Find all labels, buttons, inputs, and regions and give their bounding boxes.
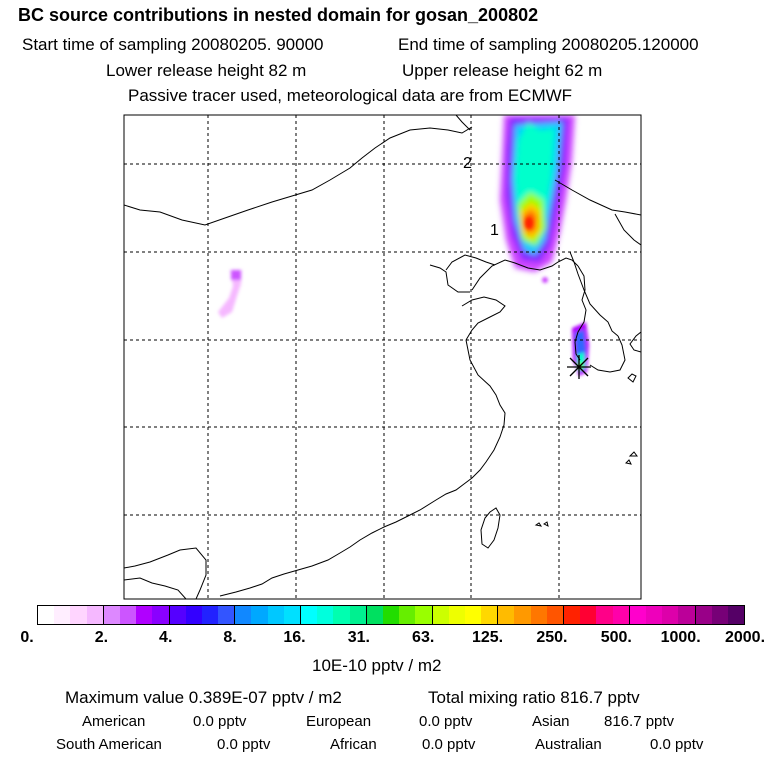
colorbar-tick-label: 500. xyxy=(600,629,632,646)
grid-label-1: 1 xyxy=(490,222,499,239)
colorbar-tick-label: 0. xyxy=(20,629,34,646)
colorbar-tick-label: 250. xyxy=(536,629,568,646)
colorbar-segment xyxy=(152,606,170,624)
colorbar-segment xyxy=(283,606,301,624)
australian-value: 0.0 pptv xyxy=(650,736,704,753)
colorbar-segment xyxy=(464,606,482,624)
colorbar-tick-label: 63. xyxy=(412,629,435,646)
end-time-label: End time of sampling 20080205.120000 xyxy=(398,35,699,54)
colorbar-segment xyxy=(103,606,120,624)
colorbar-segment xyxy=(185,606,202,624)
asian-value: 816.7 pptv xyxy=(604,713,675,730)
colorbar-segment xyxy=(711,606,728,624)
colorbar-segment xyxy=(382,606,400,624)
colorbar-tick-label: 125. xyxy=(471,629,504,646)
colorbar-segment xyxy=(498,606,515,624)
colorbar-segment xyxy=(201,606,219,624)
colorbar-segment xyxy=(662,606,679,624)
colorbar-segment xyxy=(481,606,499,624)
colorbar-segment xyxy=(169,606,186,624)
lat-lon-grid xyxy=(124,115,641,599)
colorbar-segment xyxy=(301,606,318,624)
colorbar-segment xyxy=(86,606,104,624)
colorbar-segment xyxy=(596,606,613,624)
colorbar-segment xyxy=(514,606,531,624)
american-value: 0.0 pptv xyxy=(193,713,247,730)
colorbar xyxy=(37,605,745,625)
coastlines xyxy=(124,115,641,599)
asian-label: Asian xyxy=(532,713,570,730)
tracer-label: Passive tracer used, meteorological data… xyxy=(128,86,573,105)
african-label: African xyxy=(330,736,377,753)
colorbar-tick-label: 2. xyxy=(94,629,109,646)
lower-height-label: Lower release height 82 m xyxy=(106,61,307,80)
south-american-label: South American xyxy=(56,736,162,753)
colorbar-segment xyxy=(612,606,630,624)
south-american-value: 0.0 pptv xyxy=(217,736,271,753)
colorbar-segment xyxy=(251,606,268,624)
colorbar-tick-label: 4. xyxy=(159,629,173,646)
colorbar-tick-label: 1000. xyxy=(660,629,701,646)
colorbar-segment xyxy=(645,606,663,624)
colorbar-segment xyxy=(38,606,55,624)
colorbar-segment xyxy=(54,606,71,624)
colorbar-segment xyxy=(136,606,153,624)
map-frame xyxy=(123,114,642,600)
colorbar-segment xyxy=(415,606,433,624)
colorbar-segment xyxy=(727,606,745,624)
colorbar-segment xyxy=(432,606,449,624)
colorbar-unit: 10E-10 pptv / m2 xyxy=(312,656,442,675)
colorbar-segment xyxy=(235,606,252,624)
colorbar-segment xyxy=(580,606,597,624)
colorbar-segment xyxy=(399,606,416,624)
colorbar-segment xyxy=(695,606,712,624)
colorbar-tick-label: 16. xyxy=(283,629,306,646)
colorbar-segment xyxy=(564,606,581,624)
colorbar-segment xyxy=(366,606,383,624)
australian-label: Australian xyxy=(535,736,602,753)
european-label: European xyxy=(306,713,372,730)
colorbar-segment xyxy=(678,606,696,624)
upper-height-label: Upper release height 62 m xyxy=(402,61,603,80)
colorbar-segment xyxy=(349,606,367,624)
american-label: American xyxy=(82,713,146,730)
colorbar-segment xyxy=(267,606,284,624)
concentration-plume xyxy=(218,115,589,376)
star-icon xyxy=(567,355,591,379)
start-time-label: Start time of sampling 20080205. 90000 xyxy=(22,35,324,54)
colorbar-segment xyxy=(119,606,137,624)
plot-title: BC source contributions in nested domain… xyxy=(18,5,539,25)
african-value: 0.0 pptv xyxy=(422,736,476,753)
maximum-value: Maximum value 0.389E-07 pptv / m2 xyxy=(65,688,342,707)
grid-label-2: 2 xyxy=(463,155,472,172)
colorbar-segment xyxy=(629,606,646,624)
colorbar-tick-label: 8. xyxy=(223,629,237,646)
total-mixing-ratio: Total mixing ratio 816.7 pptv xyxy=(428,688,640,707)
colorbar-segment xyxy=(218,606,236,624)
colorbar-segment xyxy=(333,606,350,624)
colorbar-tick-label: 2000. xyxy=(724,629,766,646)
colorbar-segment xyxy=(546,606,564,624)
colorbar-segment xyxy=(70,606,87,624)
european-value: 0.0 pptv xyxy=(419,713,473,730)
colorbar-segment xyxy=(317,606,334,624)
colorbar-segment xyxy=(448,606,465,624)
colorbar-tick-label: 31. xyxy=(347,629,370,646)
colorbar-segment xyxy=(530,606,547,624)
